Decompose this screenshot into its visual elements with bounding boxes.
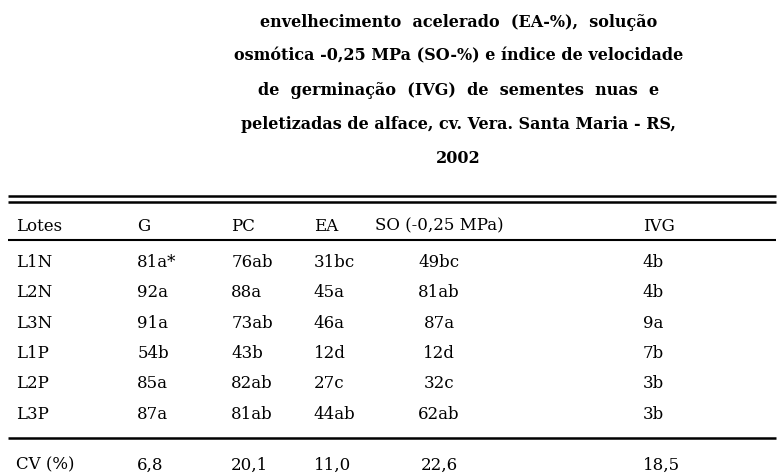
Text: L3N: L3N — [16, 315, 52, 332]
Text: 49bc: 49bc — [419, 254, 459, 271]
Text: 4b: 4b — [643, 284, 664, 301]
Text: 88a: 88a — [231, 284, 263, 301]
Text: 20,1: 20,1 — [231, 456, 269, 473]
Text: L1N: L1N — [16, 254, 52, 271]
Text: 62ab: 62ab — [418, 406, 460, 423]
Text: de  germinação  (IVG)  de  sementes  nuas  e: de germinação (IVG) de sementes nuas e — [258, 82, 659, 99]
Text: 18,5: 18,5 — [643, 456, 680, 473]
Text: 12d: 12d — [423, 345, 455, 362]
Text: 6,8: 6,8 — [137, 456, 164, 473]
Text: 22,6: 22,6 — [420, 456, 458, 473]
Text: 76ab: 76ab — [231, 254, 273, 271]
Text: 32c: 32c — [423, 376, 455, 393]
Text: 45a: 45a — [314, 284, 345, 301]
Text: 81a*: 81a* — [137, 254, 176, 271]
Text: 92a: 92a — [137, 284, 169, 301]
Text: 12d: 12d — [314, 345, 346, 362]
Text: L1P: L1P — [16, 345, 49, 362]
Text: 91a: 91a — [137, 315, 169, 332]
Text: CV (%): CV (%) — [16, 456, 74, 473]
Text: L3P: L3P — [16, 406, 49, 423]
Text: 82ab: 82ab — [231, 376, 273, 393]
Text: 27c: 27c — [314, 376, 344, 393]
Text: osmótica -0,25 MPa (SO-%) e índice de velocidade: osmótica -0,25 MPa (SO-%) e índice de ve… — [234, 48, 684, 65]
Text: 54b: 54b — [137, 345, 169, 362]
Text: 3b: 3b — [643, 376, 664, 393]
Text: 7b: 7b — [643, 345, 664, 362]
Text: 81ab: 81ab — [418, 284, 460, 301]
Text: IVG: IVG — [643, 218, 674, 235]
Text: 4b: 4b — [643, 254, 664, 271]
Text: 43b: 43b — [231, 345, 263, 362]
Text: L2N: L2N — [16, 284, 52, 301]
Text: 46a: 46a — [314, 315, 345, 332]
Text: peletizadas de alface, cv. Vera. Santa Maria - RS,: peletizadas de alface, cv. Vera. Santa M… — [241, 115, 676, 132]
Text: 11,0: 11,0 — [314, 456, 351, 473]
Text: 81ab: 81ab — [231, 406, 273, 423]
Text: 44ab: 44ab — [314, 406, 355, 423]
Text: L2P: L2P — [16, 376, 49, 393]
Text: SO (-0,25 MPa): SO (-0,25 MPa) — [375, 218, 503, 235]
Text: envelhecimento  acelerado  (EA-%),  solução: envelhecimento acelerado (EA-%), solução — [260, 14, 657, 31]
Text: 85a: 85a — [137, 376, 169, 393]
Text: EA: EA — [314, 218, 338, 235]
Text: 3b: 3b — [643, 406, 664, 423]
Text: 9a: 9a — [643, 315, 663, 332]
Text: G: G — [137, 218, 151, 235]
Text: 73ab: 73ab — [231, 315, 273, 332]
Text: Lotes: Lotes — [16, 218, 62, 235]
Text: 2002: 2002 — [436, 149, 481, 166]
Text: 87a: 87a — [423, 315, 455, 332]
Text: 31bc: 31bc — [314, 254, 355, 271]
Text: PC: PC — [231, 218, 255, 235]
Text: 87a: 87a — [137, 406, 169, 423]
